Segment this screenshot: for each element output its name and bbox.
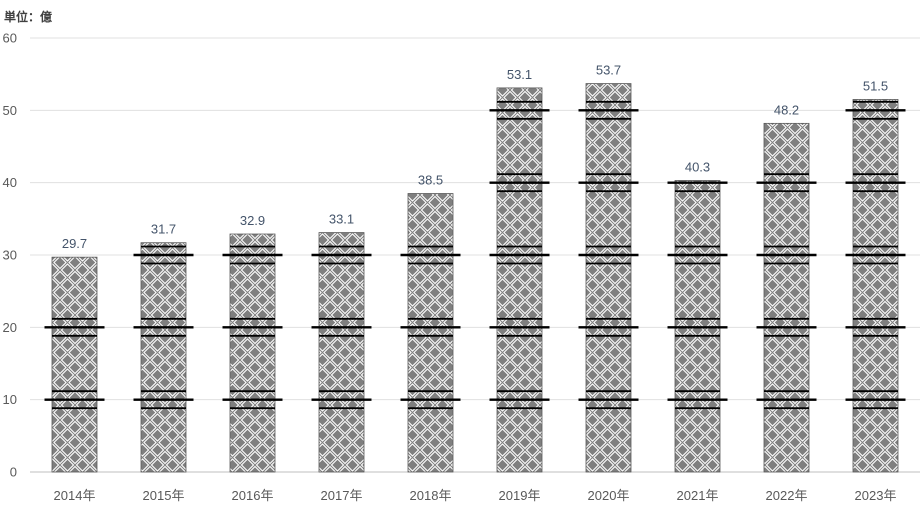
data-label: 51.5 xyxy=(863,78,888,93)
data-label: 48.2 xyxy=(774,102,799,117)
bar xyxy=(318,232,365,473)
x-tick-label: 2022年 xyxy=(766,488,808,503)
data-label: 32.9 xyxy=(240,213,265,228)
y-tick-label: 50 xyxy=(3,103,17,118)
bar-group: 32.9 xyxy=(222,213,283,473)
bar xyxy=(140,242,187,473)
bars: 29.7 31.7 32.9 33.1 38.5 53.1 53.7 40.3 48.2 51.5 xyxy=(44,63,906,473)
bar xyxy=(763,122,810,473)
bar-group: 33.1 xyxy=(311,212,372,473)
y-tick-label: 60 xyxy=(3,31,17,46)
x-axis-labels: 2014年 2015年 2016年 2017年 2018年 2019年 2020年 2021年… xyxy=(54,488,897,503)
bar-group: 48.2 xyxy=(756,102,817,473)
data-label: 53.7 xyxy=(596,63,621,78)
y-tick-label: 20 xyxy=(3,320,17,335)
data-label: 29.7 xyxy=(62,236,87,251)
y-tick-label: 0 xyxy=(10,465,17,480)
y-tick-label: 30 xyxy=(3,248,17,263)
bar-group: 31.7 xyxy=(133,222,194,473)
bar xyxy=(51,256,98,473)
y-tick-label: 40 xyxy=(3,175,17,190)
x-tick-label: 2018年 xyxy=(410,488,452,503)
x-tick-label: 2016年 xyxy=(232,488,274,503)
x-tick-label: 2017年 xyxy=(321,488,363,503)
data-label: 33.1 xyxy=(329,212,354,227)
unit-label: 単位：億 xyxy=(4,10,53,24)
x-tick-label: 2021年 xyxy=(677,488,719,503)
data-label: 38.5 xyxy=(418,173,443,188)
bar-group: 53.1 xyxy=(489,67,550,473)
bar-group: 53.7 xyxy=(578,63,639,473)
bar-group: 38.5 xyxy=(400,173,461,473)
data-label: 53.1 xyxy=(507,67,532,82)
data-label: 40.3 xyxy=(685,159,710,174)
bar xyxy=(852,99,899,473)
bar xyxy=(229,233,276,473)
y-axis-labels: 0 10 20 30 40 50 60 xyxy=(3,31,17,480)
data-label: 31.7 xyxy=(151,222,176,237)
bar-group: 29.7 xyxy=(44,236,105,473)
bar-group: 40.3 xyxy=(667,159,728,473)
x-tick-label: 2014年 xyxy=(54,488,96,503)
bar-group: 51.5 xyxy=(845,78,906,473)
bar xyxy=(496,87,543,473)
x-tick-label: 2020年 xyxy=(588,488,630,503)
x-tick-label: 2023年 xyxy=(855,488,897,503)
bar xyxy=(585,83,632,473)
x-tick-label: 2015年 xyxy=(143,488,185,503)
bar xyxy=(407,193,454,473)
y-tick-label: 10 xyxy=(3,392,17,407)
x-tick-label: 2019年 xyxy=(499,488,541,503)
